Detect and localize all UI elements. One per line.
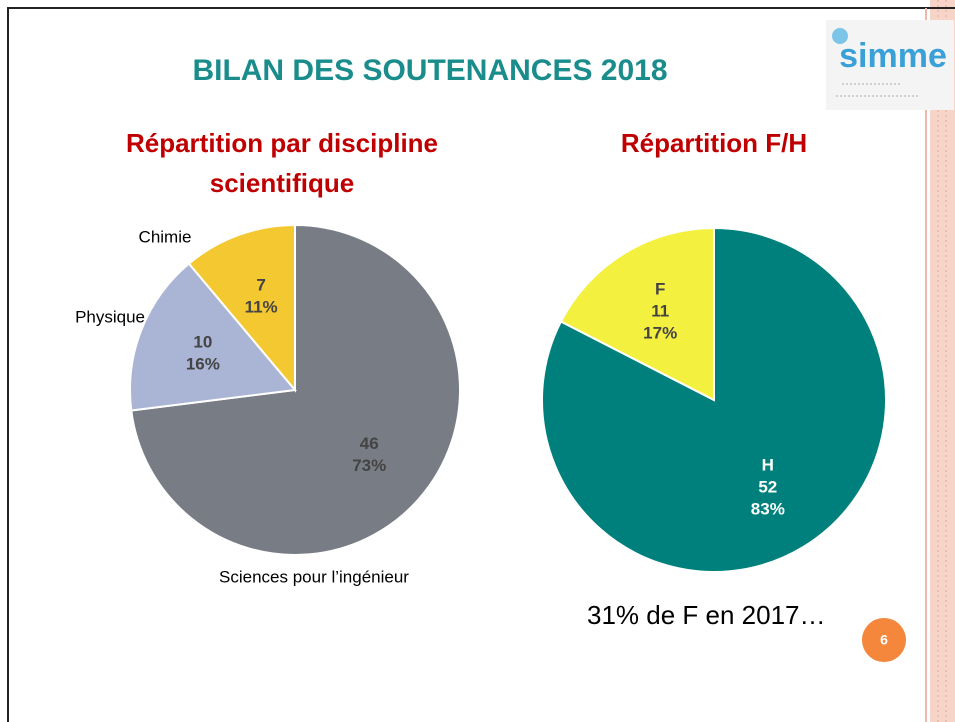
slide-title: BILAN DES SOUTENANCES 2018 — [192, 54, 667, 87]
percent-label: 17% — [643, 323, 677, 342]
title-line: Répartition par discipline — [126, 128, 438, 158]
frame — [7, 7, 955, 722]
logo-text: simme — [839, 37, 947, 75]
value-label: 10 — [193, 332, 212, 351]
note: 31% de F en 2017… — [587, 600, 826, 630]
category-label: Chimie — [139, 227, 192, 246]
percent-label: 11% — [245, 297, 278, 316]
chart-title: Répartition par discipline scientifique — [126, 128, 438, 198]
page-number: 6 — [880, 632, 888, 648]
percent-label: 16% — [186, 354, 220, 373]
slice-category: H — [762, 456, 774, 475]
pie-slice — [187, 223, 296, 393]
pie-slice — [129, 262, 297, 412]
category-label: Sciences pour l’ingénieur — [219, 567, 409, 586]
pie-slice — [559, 226, 715, 402]
logo: simme — [826, 20, 954, 110]
category-label: Physique — [75, 307, 145, 326]
percent-label: 73% — [352, 456, 386, 475]
percent-label: 83% — [751, 500, 785, 519]
page-badge — [862, 618, 906, 662]
value-label: 11 — [651, 301, 669, 320]
value-label: 46 — [360, 434, 379, 453]
title-line: scientifique — [210, 168, 354, 198]
value-label: 7 — [256, 275, 265, 294]
logo-dot — [832, 28, 848, 44]
slice-category: F — [655, 279, 665, 298]
chart-title: Répartition F/H — [621, 128, 807, 158]
side-strip — [930, 0, 955, 722]
value-label: 52 — [758, 478, 777, 497]
